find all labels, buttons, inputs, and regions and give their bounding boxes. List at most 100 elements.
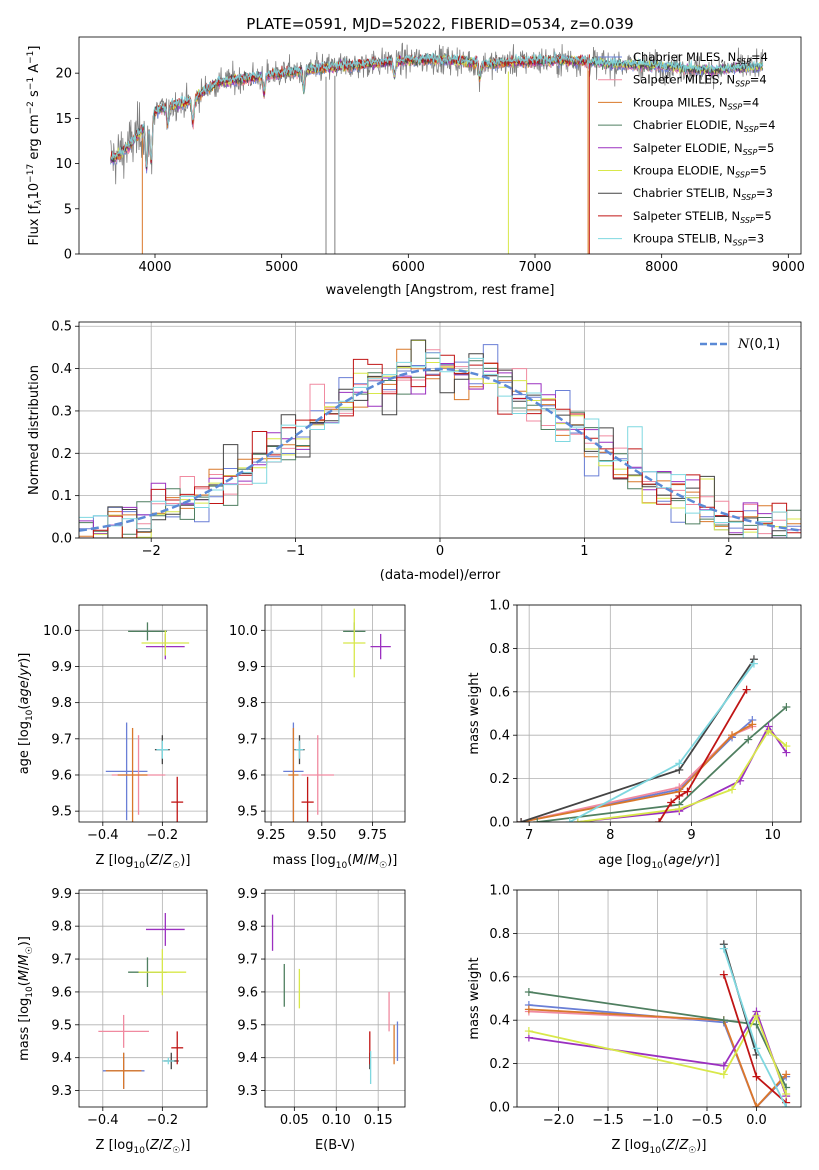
x-axis-label: (data-model)/error (380, 568, 501, 583)
y-tick-label: 0.4 (489, 1014, 510, 1029)
x-tick-label: −1 (286, 544, 305, 559)
x-tick-label: 6000 (392, 260, 425, 275)
errorbar-point-7 (171, 1031, 184, 1065)
axes-frame (516, 604, 802, 823)
series-marker (573, 818, 582, 822)
errorbar-point-8 (295, 740, 304, 759)
series-marker (782, 702, 791, 711)
y-tick-label: 0.2 (489, 1057, 510, 1072)
panel-age_vs_Z: −0.4 −0.2 9.5 9.6 9.7 9.8 9.9 10.0 Z [log10(Z/Z☉… (17, 604, 208, 871)
series-marker (728, 731, 737, 740)
errorbar-point-7 (171, 776, 184, 822)
legend-entry: Chabrier MILES, NSSP=4 (633, 50, 768, 66)
plot-area (98, 913, 187, 1089)
series-marker (719, 1070, 728, 1079)
mass-weight-series-8 (719, 944, 791, 1107)
x-tick-label: 7 (525, 828, 533, 843)
errorbar-point-4 (370, 633, 391, 660)
x-tick-label: 9.25 (257, 828, 286, 843)
axes-frame (78, 889, 208, 1108)
y-tick-label: 0.6 (489, 970, 510, 985)
plot-area (283, 608, 391, 822)
legend-entry: Chabrier STELIB, NSSP=3 (633, 186, 773, 202)
series-marker (524, 1005, 533, 1014)
panel-massweight_vs_Z: −2.0 −1.5 −1.0 −0.5 0.0 0.0 0.2 0.4 0.6 0.8 1.0 Z [… (467, 884, 802, 1156)
y-tick-label: 9.6 (237, 985, 258, 1000)
x-tick-label: 0.0 (746, 1113, 767, 1128)
series-marker (719, 1061, 728, 1070)
x-tick-label: −0.4 (87, 1113, 119, 1128)
y-tick-label: 0.3 (51, 404, 72, 419)
y-tick-label: 0.1 (51, 489, 72, 504)
series-marker (517, 818, 526, 822)
series-marker (667, 798, 676, 807)
y-tick-label: 9.7 (237, 953, 258, 968)
series-marker (752, 1072, 761, 1081)
legend-entry: Salpeter STELIB, NSSP=5 (633, 209, 772, 225)
series-line (520, 723, 753, 822)
y-tick-label: 9.9 (237, 887, 258, 902)
x-axis-label: Z [log10(Z/Z☉)] (612, 1138, 707, 1156)
y-tick-label: 9.6 (51, 768, 72, 783)
y-tick-label: 9.8 (237, 920, 258, 935)
model-spectrum-2 (110, 55, 589, 254)
series-marker (675, 804, 684, 813)
errorbar-point-2 (117, 727, 148, 822)
plot-area (79, 339, 801, 538)
x-tick-label: −0.2 (147, 828, 179, 843)
y-tick-label: 9.9 (51, 660, 72, 675)
x-tick-label: 10 (764, 828, 781, 843)
y-tick-label: 9.5 (51, 1018, 72, 1033)
panel-residuals: −2 −1 0 1 2 0.0 0.1 0.2 0.3 0.4 0.5 (data-model)/er… (27, 320, 802, 583)
residual-histogram-8 (79, 352, 801, 538)
y-tick-label: 0.4 (51, 362, 72, 377)
figure-title: PLATE=0591, MJD=52022, FIBERID=0534, z=0… (246, 15, 633, 33)
errorbar-point-8 (162, 1057, 175, 1065)
series-marker (655, 818, 663, 822)
series-marker (749, 659, 758, 668)
series-marker (744, 735, 753, 744)
legend-entry: Kroupa MILES, NSSP=4 (633, 95, 759, 111)
y-tick-label: 0.8 (489, 927, 510, 942)
series-marker (752, 1044, 761, 1053)
errorbar-point-1 (301, 735, 334, 815)
x-axis-label: E(B-V) (315, 1138, 355, 1153)
y-axis-label: age [log10(age/yr)] (17, 653, 35, 775)
panel-massweight_vs_age: 7 8 9 10 0.0 0.2 0.4 0.6 0.8 1.0 age [log10(age/yr… (467, 599, 802, 871)
x-tick-label: −2.0 (543, 1113, 575, 1128)
errorbar-point-5 (343, 608, 366, 678)
model-spectrum-8 (110, 51, 764, 167)
model-spectrum-7 (110, 54, 590, 254)
legend-entry: Salpeter MILES, NSSP=4 (633, 73, 767, 89)
x-tick-label: 9 (687, 828, 695, 843)
errorbar-point-7 (301, 776, 314, 822)
x-tick-label: 5000 (265, 260, 298, 275)
y-tick-label: 9.6 (51, 985, 72, 1000)
y-tick-label: 9.7 (237, 732, 258, 747)
plot-area (105, 622, 190, 822)
y-tick-label: 9.7 (51, 732, 72, 747)
errorbar-point-4 (145, 913, 185, 946)
plot-area (110, 42, 764, 254)
series-marker (782, 1103, 791, 1107)
y-axis-label: mass weight (467, 957, 482, 1039)
y-tick-label: 9.7 (51, 953, 72, 968)
y-tick-label: 10.0 (43, 624, 72, 639)
legend-entry: Salpeter ELODIE, NSSP=5 (633, 141, 774, 157)
panel-spectrum: 4000 5000 6000 7000 8000 9000 0 5 10 15 20 waveleng… (26, 36, 805, 298)
x-tick-label: −1.0 (642, 1113, 674, 1128)
axes-frame (78, 604, 208, 823)
x-tick-label: 1 (580, 544, 588, 559)
errorbar-point-1 (98, 1014, 149, 1048)
y-tick-label: 9.9 (237, 660, 258, 675)
x-tick-label: 0 (436, 544, 444, 559)
legend-entry: Chabrier ELODIE, NSSP=4 (633, 118, 775, 134)
series-line (537, 706, 787, 822)
x-tick-label: 9000 (772, 260, 805, 275)
mass-weight-series-5 (573, 726, 791, 822)
series-line (722, 948, 788, 1107)
x-tick-label: 9.75 (358, 828, 387, 843)
y-tick-label: 5 (64, 202, 72, 217)
x-tick-label: −1.5 (592, 1113, 624, 1128)
